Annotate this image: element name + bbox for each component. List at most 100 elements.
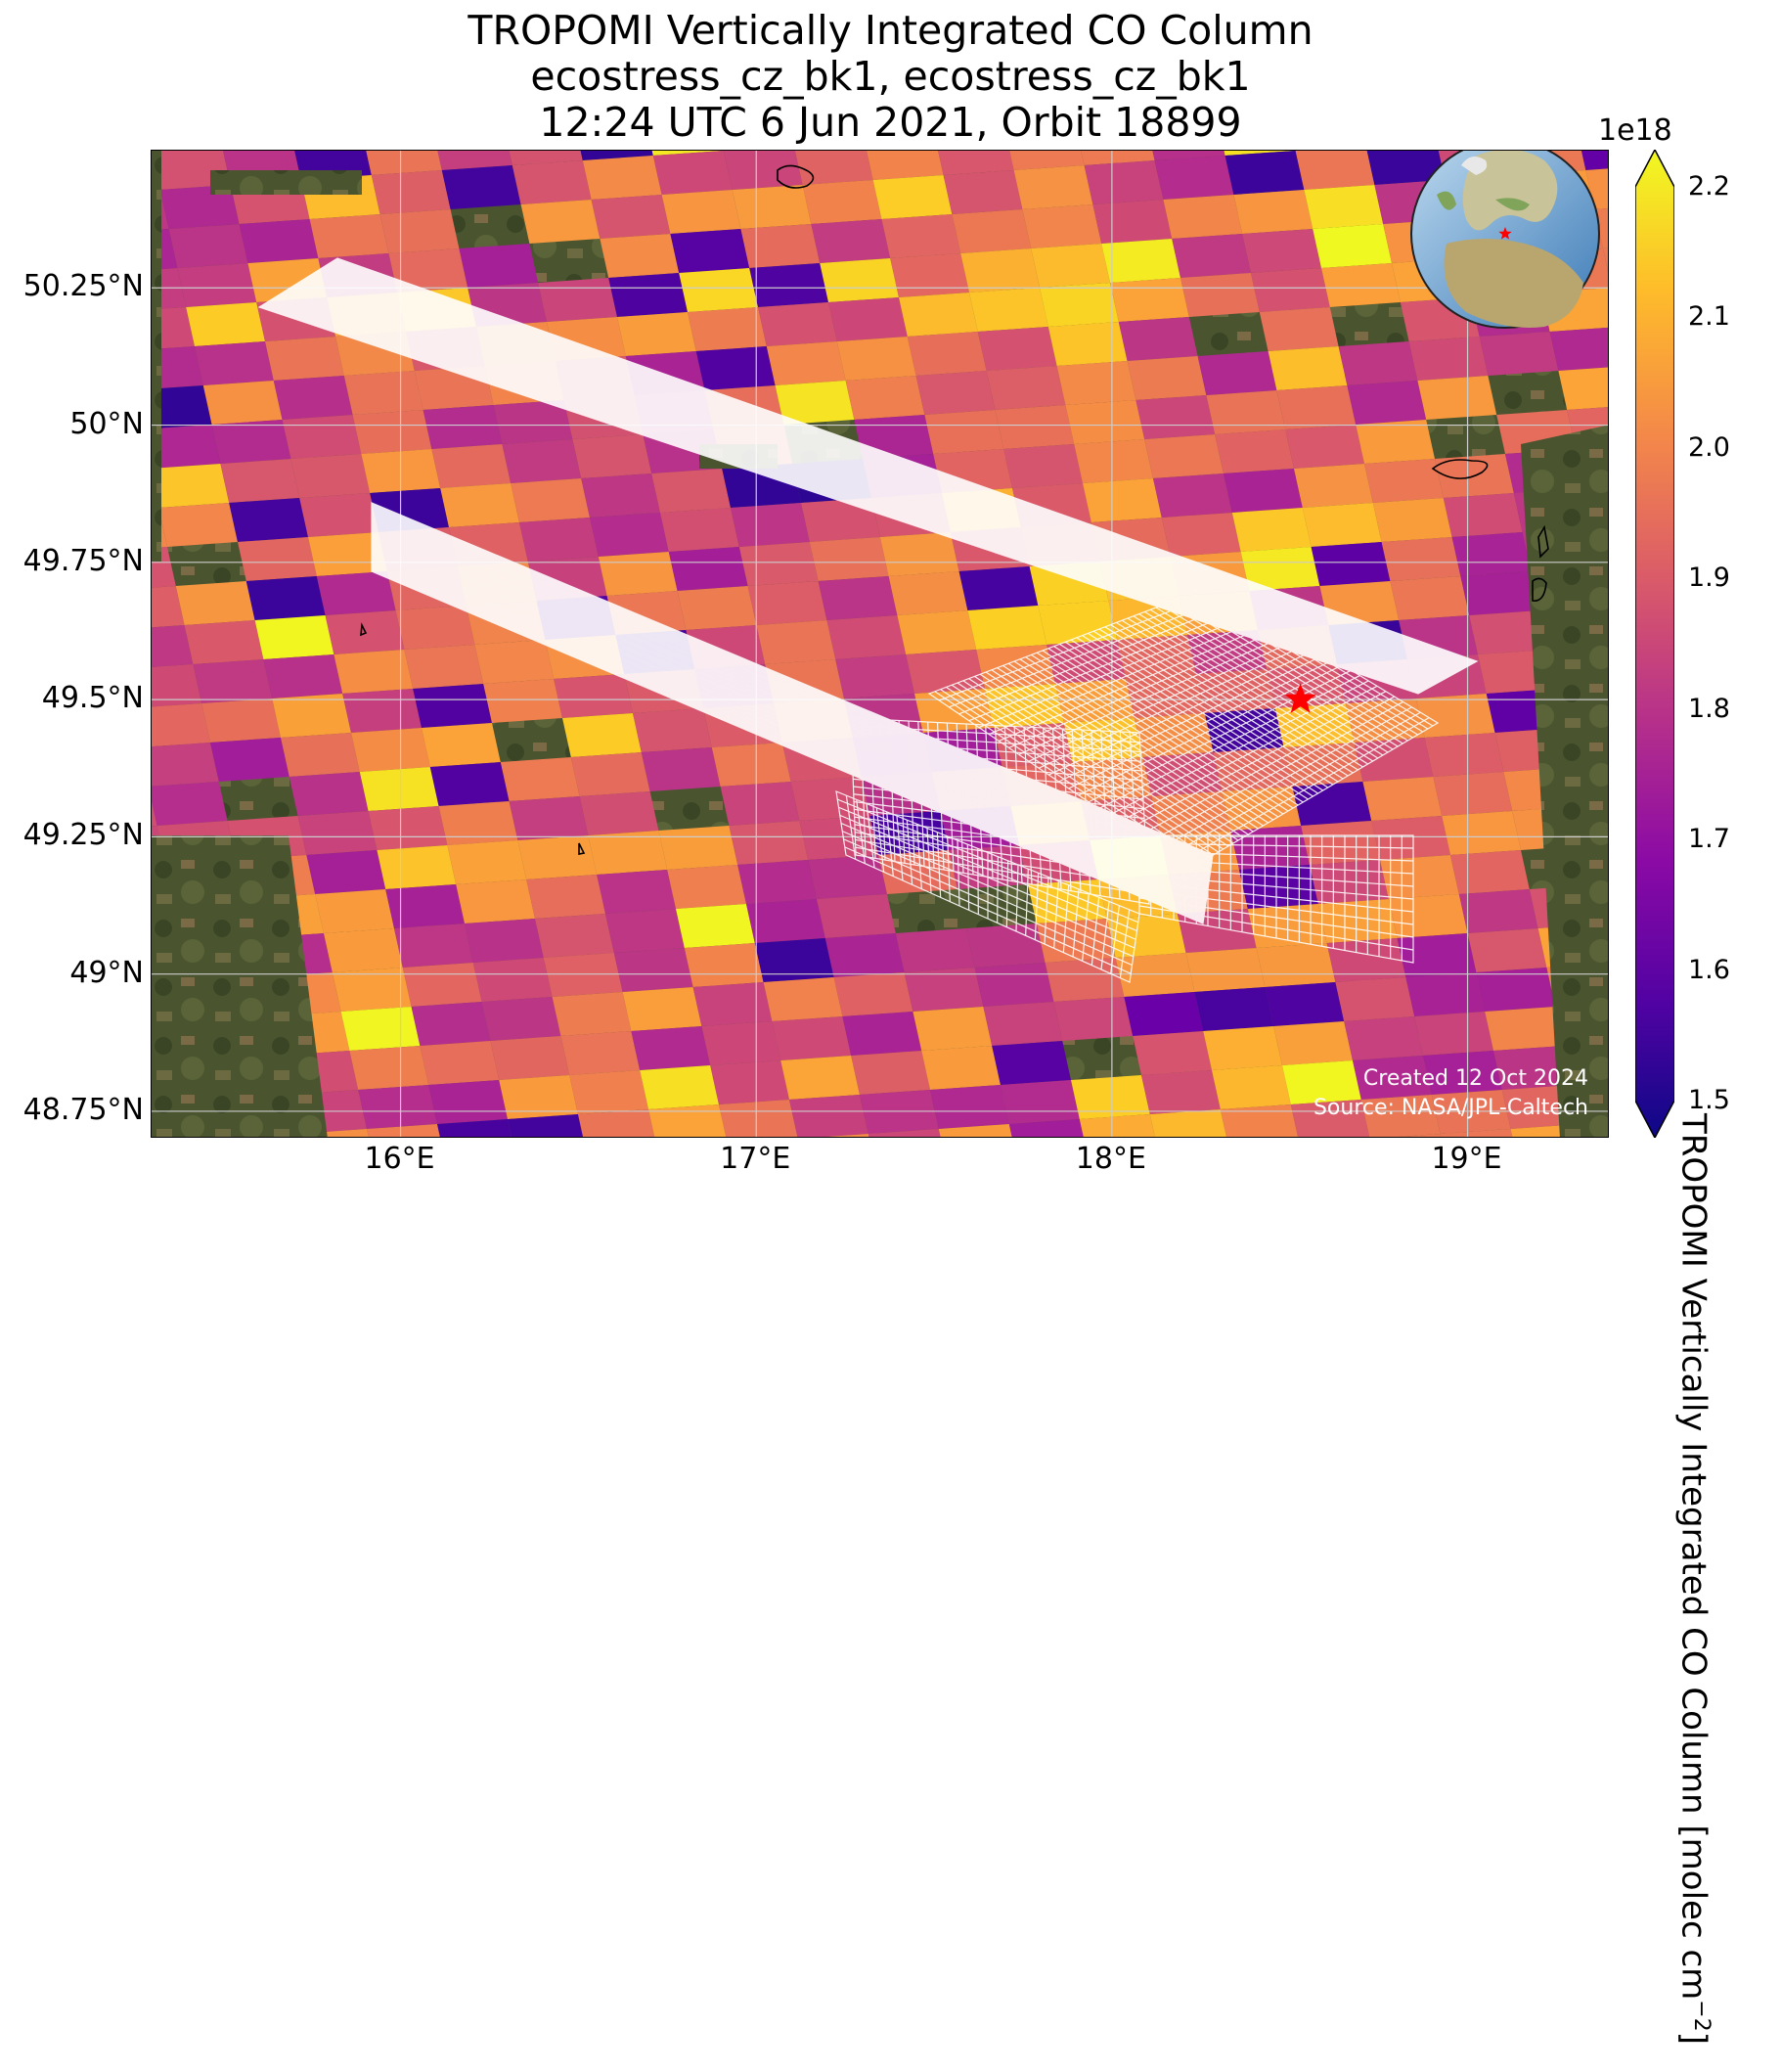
co-pixel [1380,855,1459,899]
co-pixel [152,743,219,787]
co-pixel [746,899,825,943]
co-pixel [152,425,220,469]
co-pixel [1124,992,1203,1036]
co-pixel [1485,1007,1564,1051]
co-pixel [1003,444,1083,488]
co-pixel [1303,503,1382,547]
co-pixel [676,904,755,948]
co-pixel [1335,977,1414,1021]
co-pixel [1128,356,1207,400]
co-pixel [794,151,873,185]
co-pixel [696,346,776,390]
co-pixel [1480,332,1559,376]
co-pixel [1198,351,1277,395]
co-pixel [944,170,1023,214]
lat-tick-label: 50°N [69,408,144,441]
co-pixel [978,327,1057,371]
co-pixel [780,1056,860,1100]
co-pixel [1065,400,1144,444]
co-pixel [1416,694,1495,738]
co-pixel [1296,151,1375,190]
co-pixel [195,341,274,385]
co-pixel [372,170,451,214]
map-panel[interactable]: Created 12 Oct 2024 Source: NASA/JPL-Cal… [151,150,1609,1138]
co-pixel [1339,341,1418,385]
co-pixel [422,723,501,767]
co-pixel [667,865,746,909]
co-pixel [930,1085,1009,1129]
co-pixel [916,371,996,415]
co-pixel [1468,928,1547,972]
co-pixel [578,1109,657,1138]
co-pixel [880,532,959,576]
colorbar-tick-label: 1.8 [1688,695,1730,724]
co-pixel [369,806,448,850]
co-pixel [1257,943,1336,987]
co-pixel [272,694,351,738]
co-pixel [808,855,887,899]
co-pixel [553,992,632,1036]
co-pixel [404,645,483,689]
co-pixel [353,410,432,454]
co-pixel [289,772,369,816]
co-pixel [592,195,671,239]
co-pixel [810,537,889,581]
co-pixel [758,302,837,346]
co-pixel [669,547,748,591]
co-pixel [631,1026,710,1070]
colorbar-label-close: ] [1674,2032,1714,2045]
co-pixel [1390,576,1469,620]
co-pixel [220,459,299,503]
co-pixel [608,273,688,317]
co-pixel [908,332,987,376]
co-pixel [423,405,503,449]
co-pixel [377,845,456,889]
co-pixel [828,297,908,341]
co-pixel [341,1007,421,1051]
co-pixel [660,508,739,552]
chart-title-line-3: 12:24 UTC 6 Jun 2021, Orbit 18899 [0,100,1781,146]
lon-tick-label: 18°E [1076,1143,1146,1176]
co-pixel [811,219,890,263]
colorbar-tick-label: 1.9 [1688,563,1730,593]
co-pixel [186,302,265,346]
source-credit: Source: NASA/JPL-Caltech [1313,1095,1588,1121]
co-pixel [633,708,712,752]
co-pixel [1433,772,1512,816]
co-pixel [756,620,835,664]
co-pixel [569,1070,648,1114]
co-pixel [544,953,623,997]
co-pixel [158,503,238,547]
co-pixel [310,214,389,258]
co-pixel [1344,1016,1423,1060]
co-pixel [819,576,898,620]
co-pixel [1273,1021,1353,1065]
co-pixel [710,1060,789,1104]
co-pixel [1292,782,1371,826]
co-pixel [679,268,758,312]
co-pixel [519,518,599,562]
co-pixel [1172,234,1251,278]
co-pixel [583,156,662,200]
co-pixel [1321,263,1401,307]
co-pixel [306,850,385,894]
co-pixel [1150,1109,1229,1138]
co-pixel [385,884,465,928]
co-pixel [447,840,526,884]
no-data-region [152,151,161,562]
co-pixel [733,185,812,229]
co-pixel [1215,429,1294,473]
co-pixel [263,654,342,698]
lon-tick-label: 19°E [1431,1143,1501,1176]
co-pixel [1312,542,1391,586]
map-canvas [152,151,1609,1138]
co-pixel [688,307,767,351]
co-pixel [344,371,423,415]
co-pixel [755,938,834,982]
co-pixel [502,439,581,483]
co-pixel [825,933,905,977]
co-pixel [1225,151,1305,195]
co-pixel [817,894,896,938]
colorbar-label-exponent: −2 [1689,2000,1714,2031]
co-pixel [1031,244,1110,288]
